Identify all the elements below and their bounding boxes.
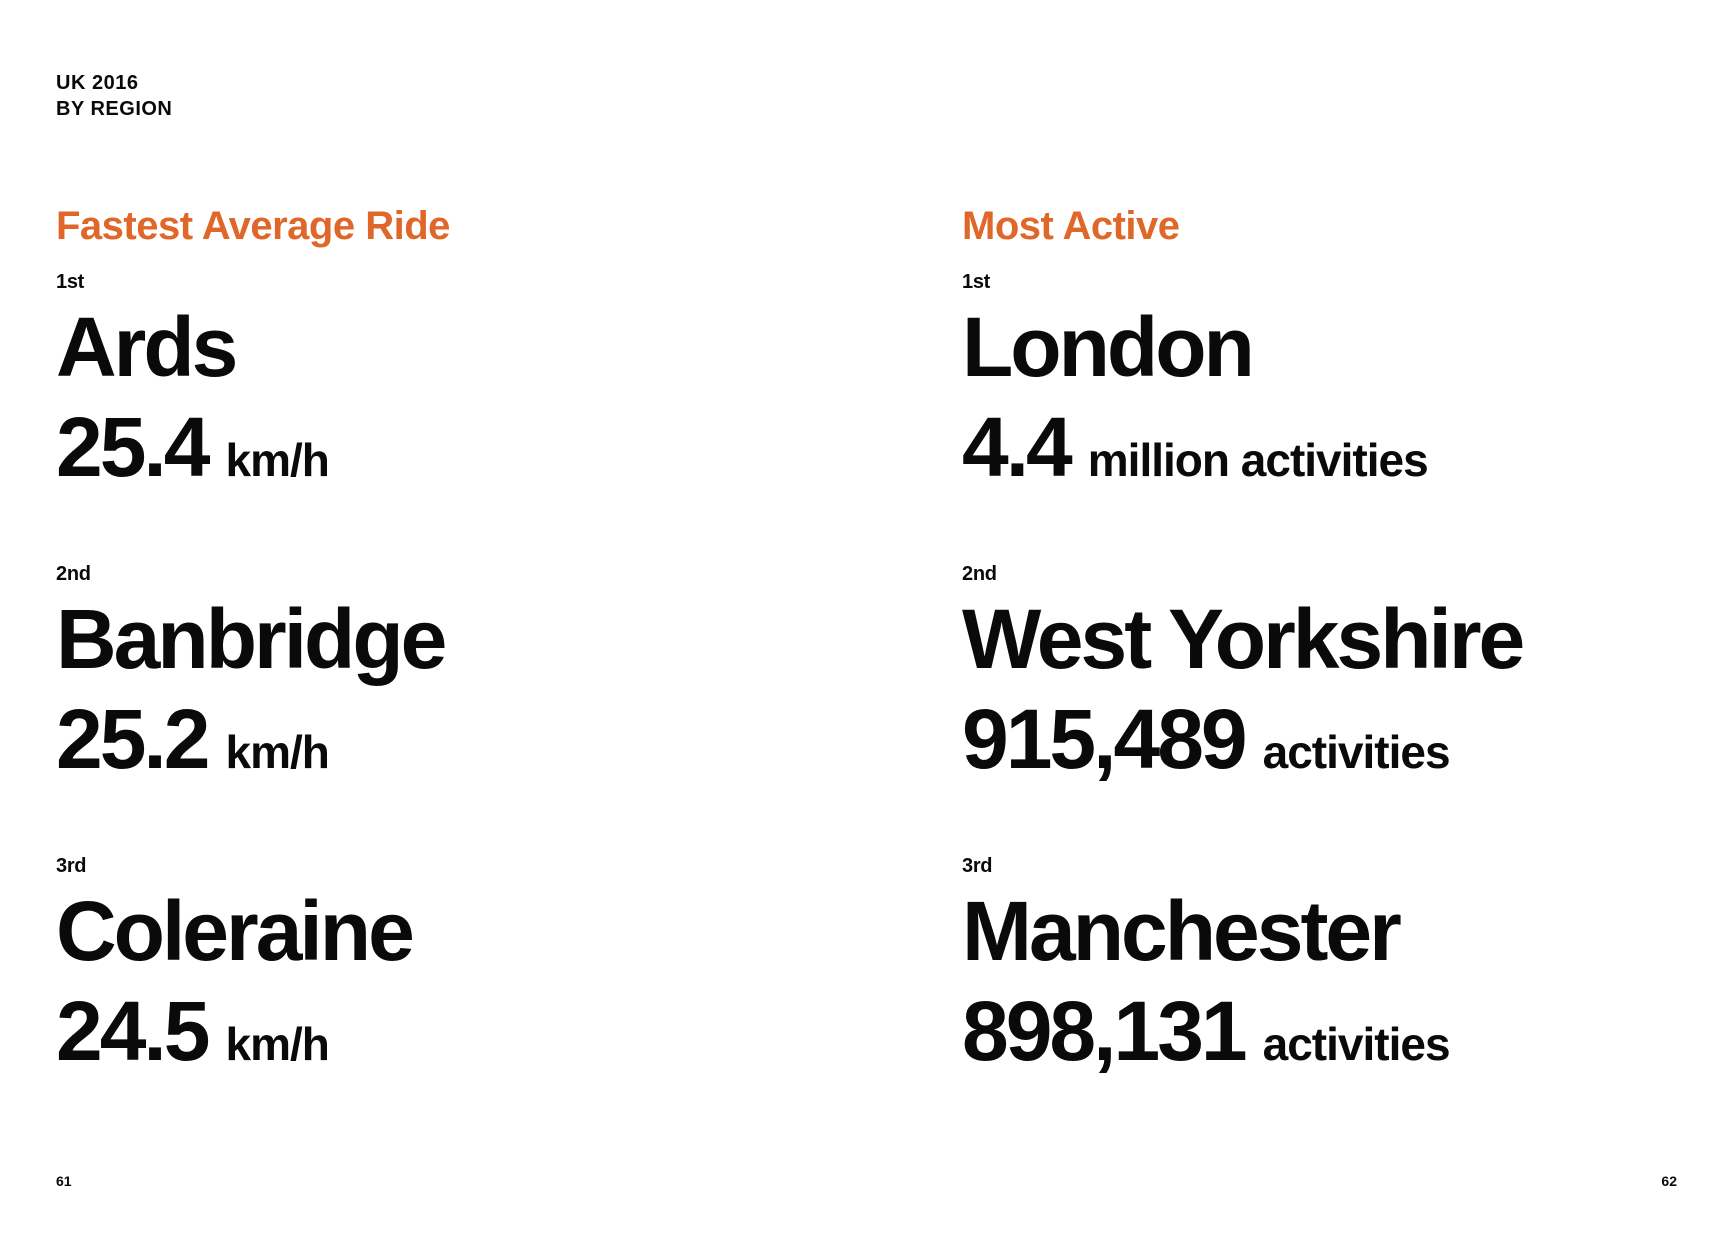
region-name: London [962,300,1255,394]
rank-label: 1st [56,271,85,293]
header-line-1: UK 2016 [56,72,139,94]
stat-value: 898,131 activities [962,983,1451,1080]
stat-value: 25.2 km/h [56,691,330,788]
stat-unit: activities [1262,726,1451,778]
page-number-left: 61 [56,1173,72,1189]
region-name: Banbridge [56,592,447,686]
report-header: UK 2016 BY REGION [56,70,172,122]
section-title: Fastest Average Ride [56,204,450,248]
page-number-right: 62 [1661,1173,1677,1189]
region-name: Manchester [962,884,1402,978]
stat-number: 898,131 [962,984,1248,1078]
stat-unit: km/h [225,434,330,486]
stat-number: 4.4 [962,400,1073,494]
stat-unit: activities [1262,1018,1451,1070]
header-line-2: BY REGION [56,98,173,120]
rank-label: 3rd [962,855,993,877]
rank-label: 2nd [56,563,91,585]
stat-value: 4.4 million activities [962,399,1429,496]
stat-number: 25.2 [56,692,210,786]
region-name: Ards [56,300,238,394]
stat-unit: km/h [225,1018,330,1070]
stat-number: 24.5 [56,984,210,1078]
section-title: Most Active [962,204,1180,248]
rank-label: 1st [962,271,991,293]
rank-label: 2nd [962,563,997,585]
region-name: Coleraine [56,884,415,978]
stat-value: 915,489 activities [962,691,1451,788]
stat-unit: million activities [1087,434,1429,486]
stat-unit: km/h [225,726,330,778]
stat-number: 915,489 [962,692,1248,786]
region-name: West Yorkshire [962,592,1525,686]
stat-value: 24.5 km/h [56,983,330,1080]
rank-label: 3rd [56,855,87,877]
stat-value: 25.4 km/h [56,399,330,496]
stat-number: 25.4 [56,400,210,494]
